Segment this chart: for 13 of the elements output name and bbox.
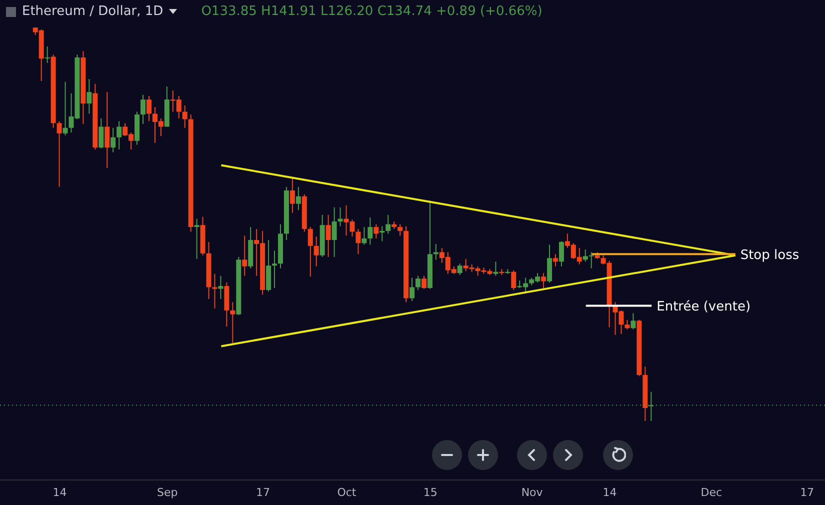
chart-title: Ethereum / Dollar, 1D [22,4,164,19]
x-tick-label: Dec [700,486,722,499]
annotation: Entrée (vente) [656,299,751,314]
x-tick-label: Sep [157,486,178,499]
x-tick-label: 17 [800,486,814,499]
x-tick-label: 14 [52,486,67,499]
x-tick-label: 17 [256,486,270,499]
x-tick-label: 15 [423,486,438,499]
chart-subtitle: O133.85 H141.91 L126.20 C134.74 +0.89 (+0.66%) [201,4,542,19]
x-tick-label: Oct [337,486,357,499]
x-tick-label: Nov [521,486,544,499]
annotation: Stop loss [740,248,800,263]
x-tick-label: 14 [602,486,617,499]
